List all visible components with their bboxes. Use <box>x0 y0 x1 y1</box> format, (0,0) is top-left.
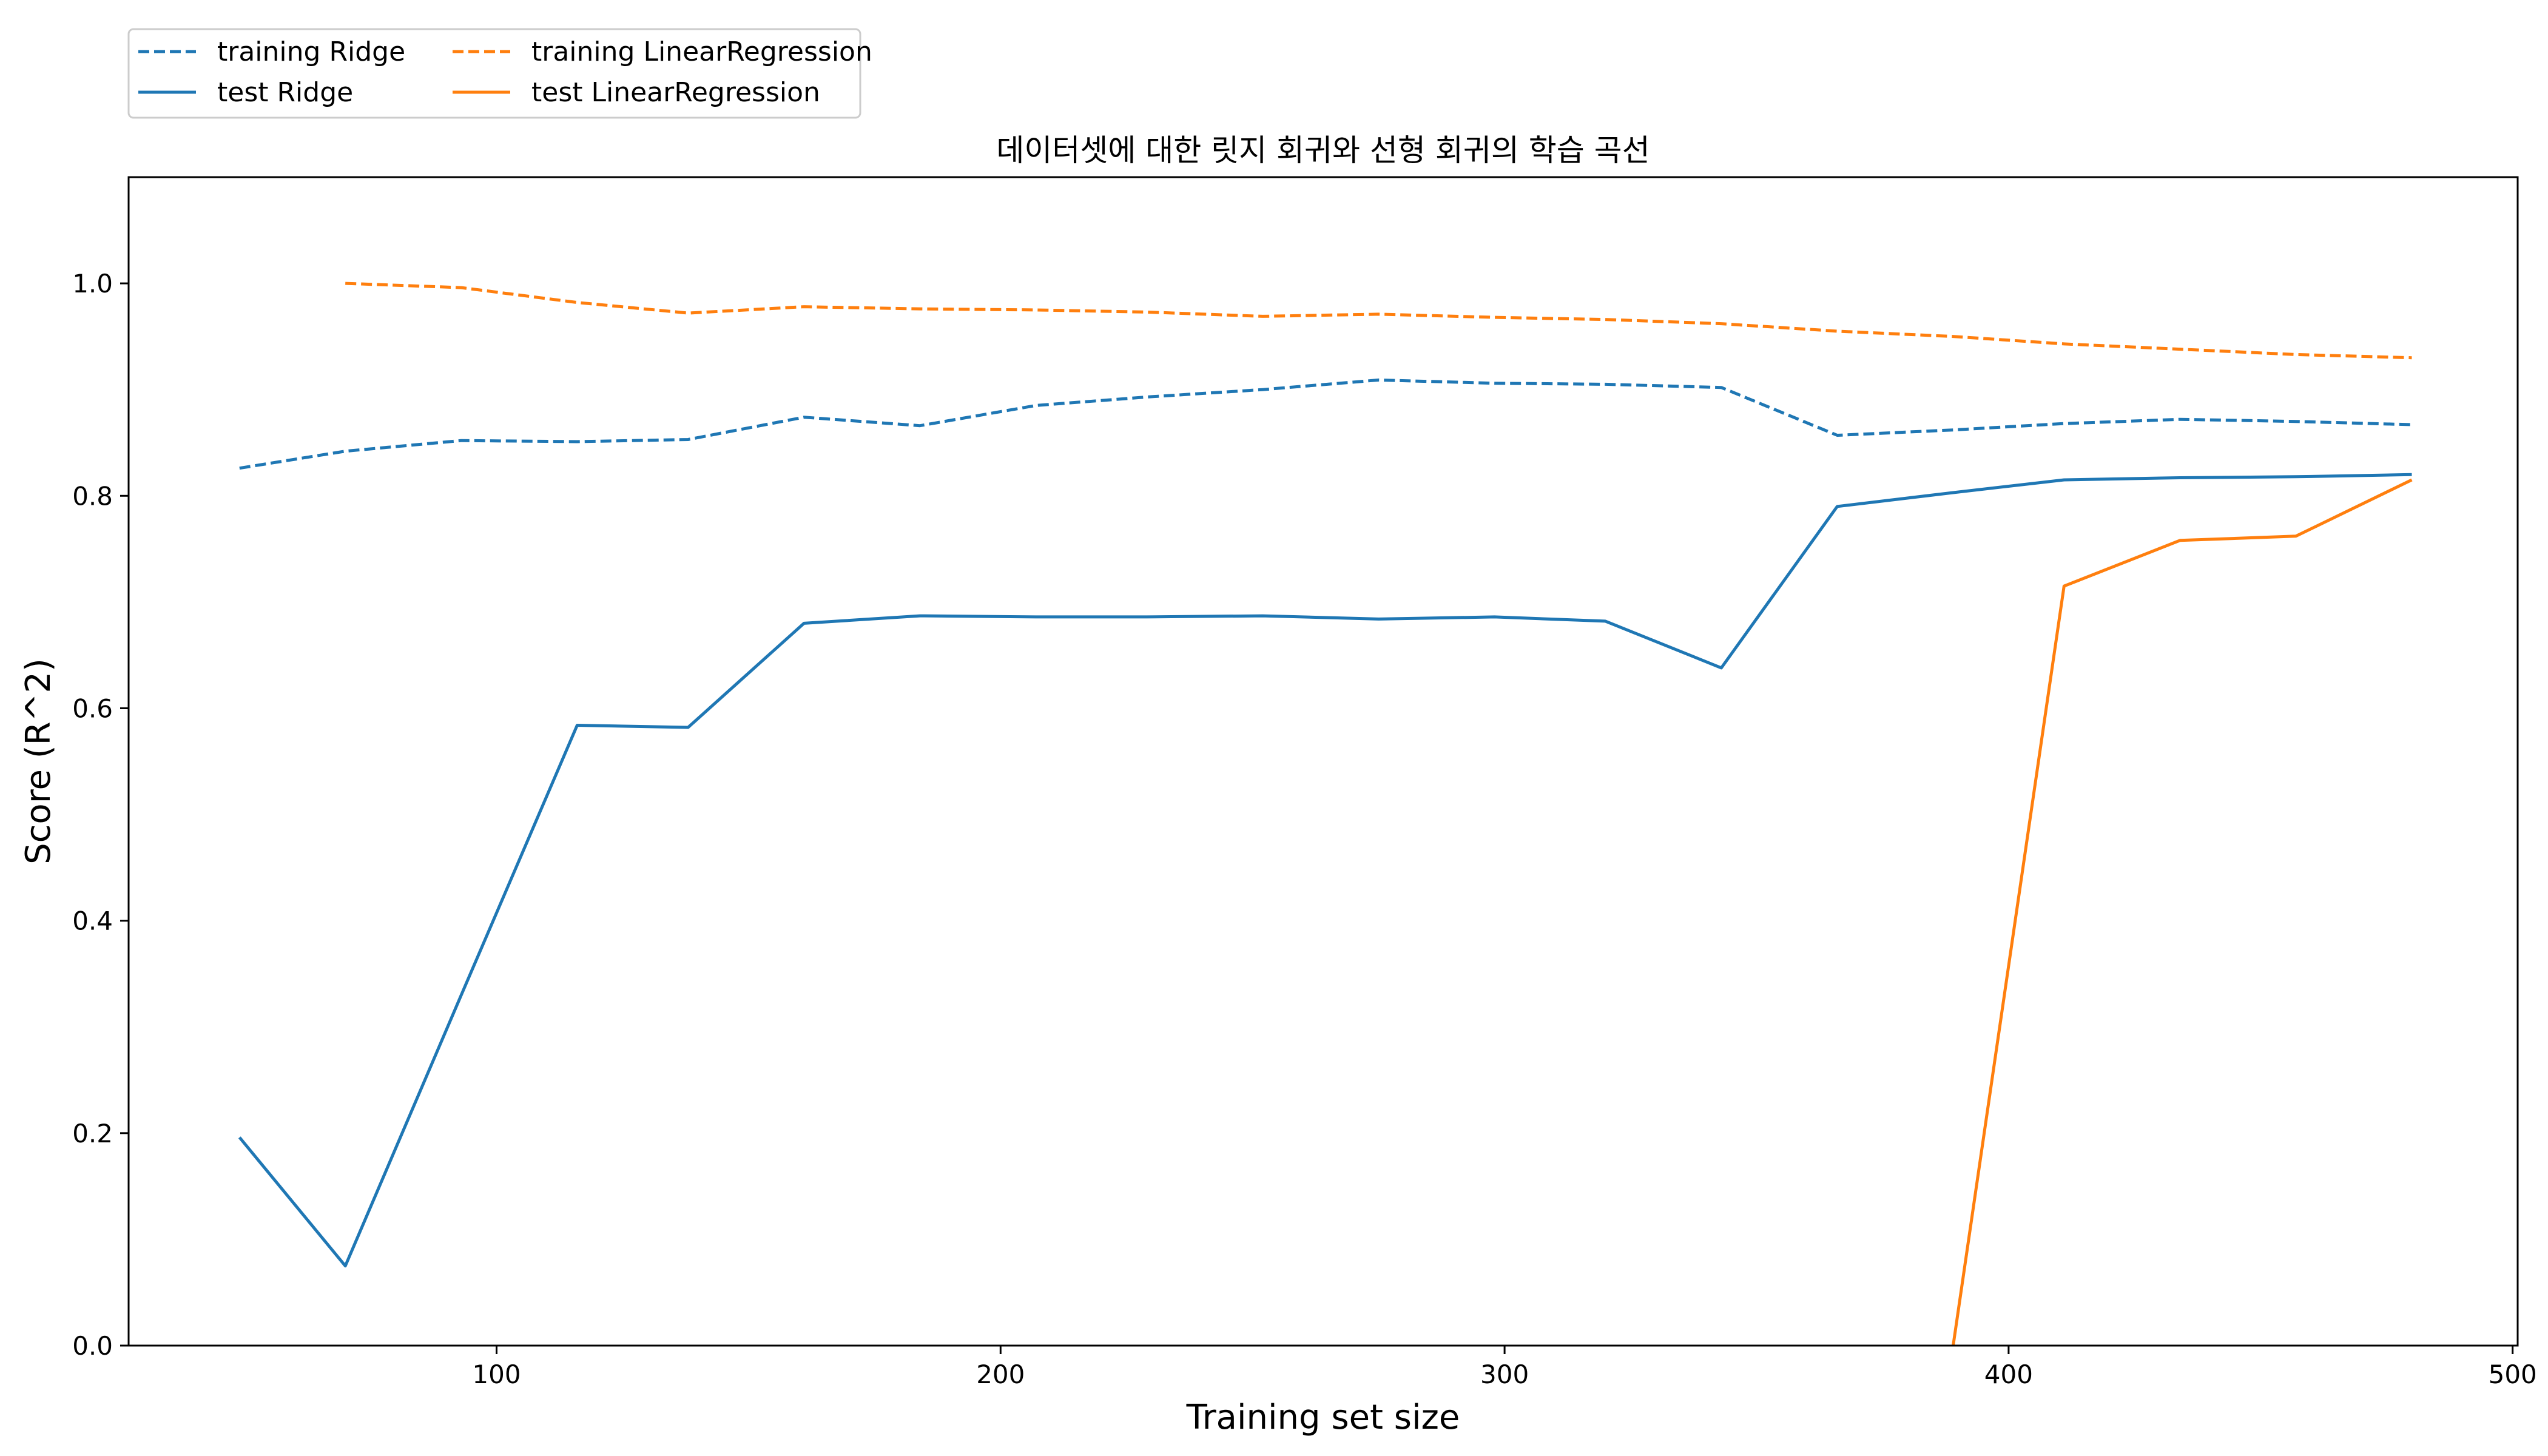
x-tick-label: 500 <box>2489 1360 2537 1389</box>
x-tick-label: 400 <box>1984 1360 2033 1389</box>
x-tick-label: 100 <box>472 1360 521 1389</box>
chart-title: 데이터셋에 대한 릿지 회귀와 선형 회귀의 학습 곡선 <box>996 133 1650 168</box>
y-tick-label: 0.2 <box>72 1119 113 1148</box>
x-axis-label: Training set size <box>1186 1398 1460 1437</box>
series-line-test-ridge <box>238 473 2412 1268</box>
series-line-training-linearregression <box>345 281 2412 360</box>
y-axis-label: Score (R^2) <box>19 658 58 864</box>
legend-label-training-linearregression: training LinearRegression <box>531 36 872 67</box>
y-tick-label: 0.6 <box>72 693 113 723</box>
series-line-training-ridge <box>239 378 2412 470</box>
x-axis-ticks: 100 200 300 400 500 <box>472 1346 2537 1389</box>
y-axis-ticks: 0.0 0.2 0.4 0.6 0.8 1.0 <box>72 269 129 1361</box>
x-tick-label: 300 <box>1480 1360 1529 1389</box>
legend-label-training-ridge: training Ridge <box>217 36 405 67</box>
legend-label-test-linearregression: test LinearRegression <box>531 77 820 108</box>
legend: training Ridge test Ridge training LinearR… <box>127 28 872 119</box>
y-tick-label: 1.0 <box>72 269 113 298</box>
plot-frame <box>127 176 2519 1347</box>
y-tick-label: 0.0 <box>72 1331 113 1361</box>
series-lines <box>238 281 2413 1346</box>
series-line-test-linearregression <box>1952 478 2413 1346</box>
y-tick-label: 0.4 <box>72 906 113 936</box>
x-tick-label: 200 <box>976 1360 1025 1389</box>
y-tick-label: 0.8 <box>72 481 113 511</box>
legend-box <box>127 28 861 119</box>
legend-label-test-ridge: test Ridge <box>217 77 353 108</box>
legend-entries: training Ridge test Ridge training LinearR… <box>138 36 872 108</box>
